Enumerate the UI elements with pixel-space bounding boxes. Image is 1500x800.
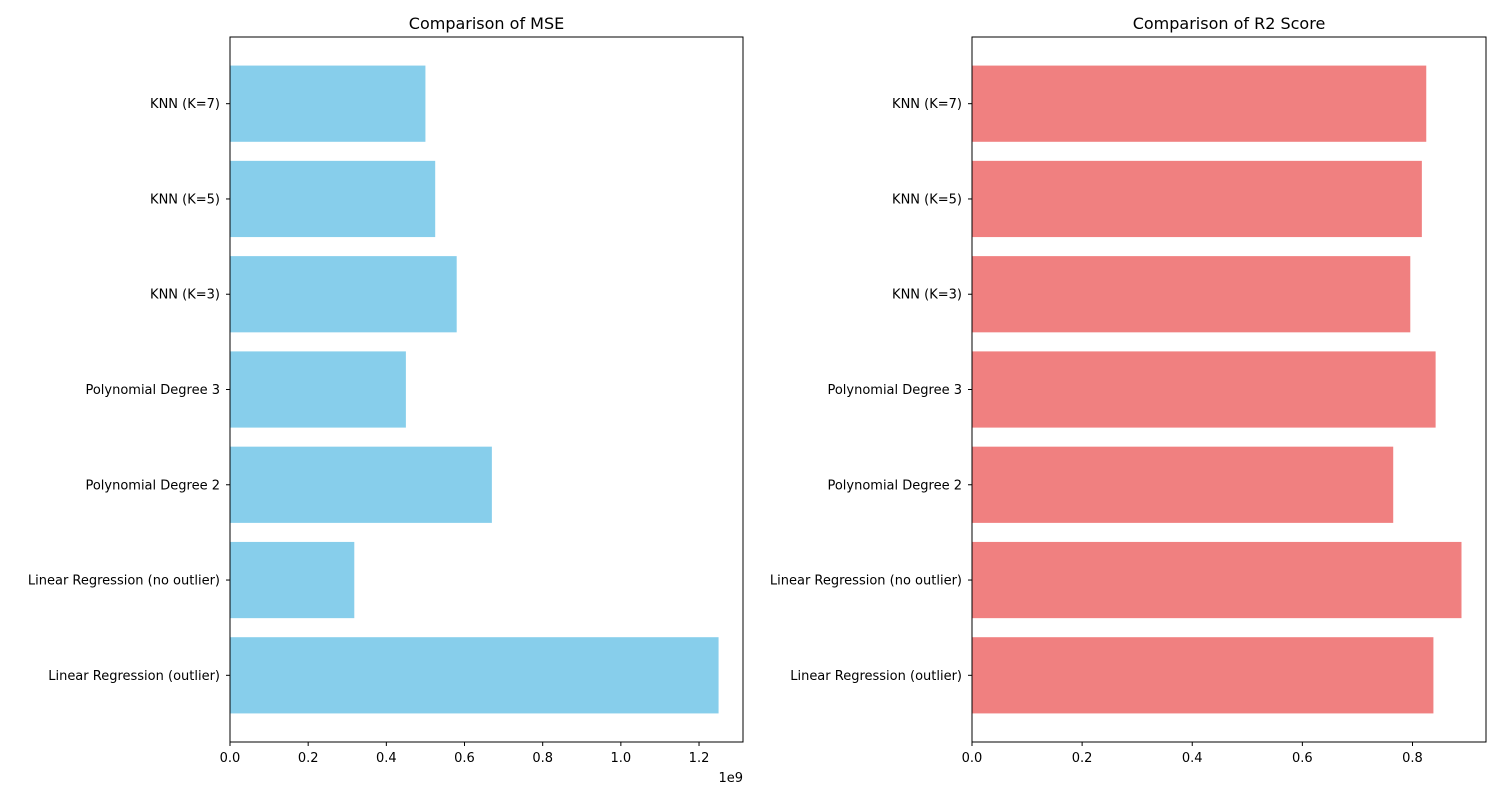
r2-x-tick-label: 0.6 — [1292, 751, 1313, 766]
r2-bar — [972, 160, 1422, 238]
mse-bar — [230, 446, 492, 523]
r2-x-tick-label: 0.4 — [1182, 751, 1203, 766]
r2-x-tick-label: 0.8 — [1402, 751, 1423, 766]
mse-chart-panel: Linear Regression (outlier) Linear Regres… — [28, 14, 744, 786]
r2-x-tick-label: 0.0 — [962, 751, 983, 766]
mse-bar — [230, 351, 406, 428]
r2-chart-title: Comparison of R2 Score — [1133, 14, 1326, 33]
mse-x-tick-label: 0.4 — [376, 751, 397, 766]
mse-chart-title: Comparison of MSE — [409, 14, 564, 33]
r2-y-tick-label: KNN (K=7) — [892, 97, 962, 112]
mse-x-tick-label: 1.2 — [689, 751, 710, 766]
mse-y-tick-label: Polynomial Degree 2 — [85, 478, 220, 493]
mse-bar — [230, 541, 355, 619]
mse-x-tick-label: 0.6 — [454, 751, 475, 766]
mse-y-tick-label: Linear Regression (no outlier) — [28, 574, 220, 589]
r2-chart-panel: Linear Regression (outlier) Linear Regres… — [770, 14, 1487, 766]
r2-y-tick-label: KNN (K=5) — [892, 192, 962, 207]
mse-x-offset-label: 1e9 — [718, 771, 743, 786]
r2-bar — [972, 351, 1436, 428]
mse-y-tick-label: Linear Regression (outlier) — [48, 669, 220, 684]
r2-bar — [972, 256, 1411, 333]
r2-y-tick-label: Polynomial Degree 2 — [827, 478, 962, 493]
mse-bar — [230, 160, 436, 238]
r2-y-tick-label: KNN (K=3) — [892, 288, 962, 303]
r2-y-tick-label: Polynomial Degree 3 — [827, 383, 962, 398]
mse-y-tick-label: KNN (K=5) — [150, 192, 220, 207]
r2-x-tick-label: 0.2 — [1072, 751, 1093, 766]
r2-bar — [972, 637, 1434, 714]
r2-y-tick-label: Linear Regression (outlier) — [790, 669, 962, 684]
mse-x-tick-label: 1.0 — [611, 751, 632, 766]
mse-x-tick-label: 0.2 — [298, 751, 319, 766]
r2-y-tick-label: Linear Regression (no outlier) — [770, 574, 962, 589]
r2-bar — [972, 65, 1427, 142]
mse-y-tick-label: KNN (K=3) — [150, 288, 220, 303]
mse-x-tick-label: 0.0 — [220, 751, 241, 766]
r2-bar — [972, 541, 1462, 619]
mse-bar — [230, 637, 719, 714]
mse-x-tick-label: 0.8 — [532, 751, 553, 766]
mse-y-tick-label: Polynomial Degree 3 — [85, 383, 220, 398]
mse-y-tick-label: KNN (K=7) — [150, 97, 220, 112]
mse-bar — [230, 65, 426, 142]
mse-bar — [230, 256, 457, 333]
r2-bar — [972, 446, 1394, 523]
